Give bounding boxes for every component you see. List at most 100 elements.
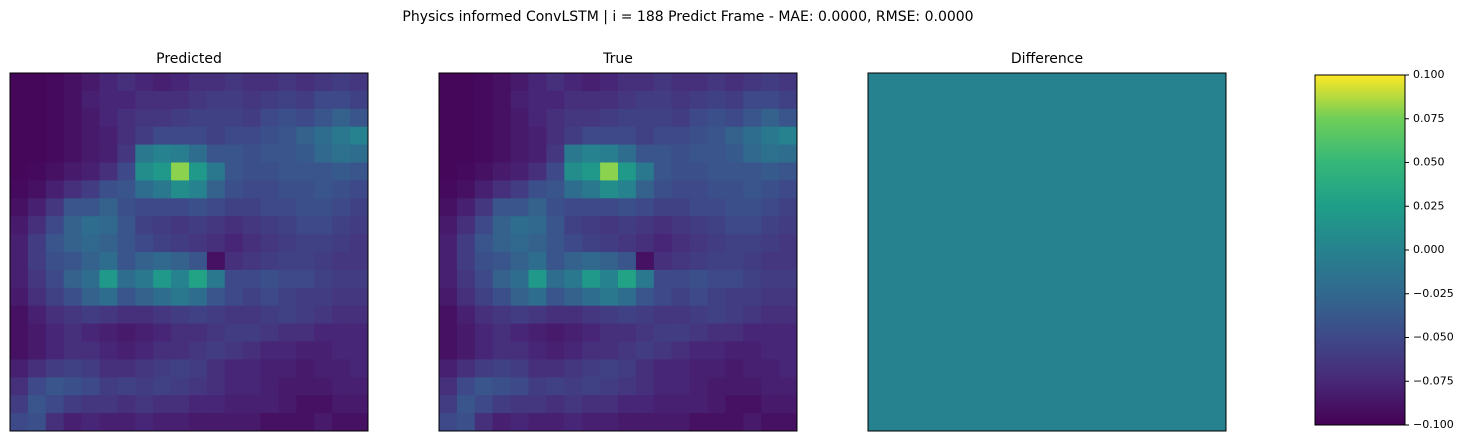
heatmap-cell — [957, 108, 976, 128]
heatmap-cell — [474, 73, 494, 92]
heatmap-cell — [725, 377, 744, 396]
heatmap-cell — [1190, 162, 1209, 181]
heatmap-cell — [743, 162, 762, 181]
heatmap-cell — [135, 269, 154, 289]
heatmap-cell — [1064, 162, 1084, 181]
heatmap-cell — [1154, 162, 1173, 181]
heatmap-cell — [725, 305, 744, 325]
heatmap-cell — [474, 108, 494, 128]
heatmap-cell — [1029, 341, 1048, 360]
heatmap-cell — [635, 359, 655, 378]
heatmap-cell — [117, 108, 136, 128]
heatmap-cell — [975, 73, 994, 92]
heatmap-cell — [224, 90, 244, 110]
heatmap-cell — [1011, 73, 1030, 92]
heatmap-cell — [939, 198, 958, 217]
heatmap-cell — [546, 413, 565, 432]
heatmap-cell — [314, 269, 333, 289]
heatmap-cell — [224, 108, 244, 128]
heatmap-cell — [885, 73, 905, 92]
heatmap-cell — [206, 198, 226, 217]
heatmap-cell — [492, 198, 512, 217]
heatmap-cell — [314, 252, 333, 271]
heatmap-cell — [1154, 144, 1173, 163]
heatmap-cell — [957, 252, 976, 271]
heatmap-cell — [1082, 269, 1102, 289]
heatmap-cell — [510, 305, 529, 325]
heatmap-cell — [564, 323, 583, 342]
heatmap-cell — [1100, 341, 1120, 360]
colorbar-tick-label: −0.025 — [1413, 287, 1454, 300]
heatmap-cell — [153, 108, 172, 128]
heatmap-cell — [1011, 269, 1030, 289]
heatmap-cell — [153, 377, 172, 396]
heatmap-cell — [975, 162, 994, 181]
heatmap-cell — [635, 144, 655, 163]
heatmap-cell — [707, 413, 726, 432]
heatmap-cell — [278, 108, 297, 128]
heatmap-cell — [1064, 287, 1084, 307]
heatmap-cell — [135, 144, 154, 163]
heatmap-cell — [1082, 162, 1102, 181]
heatmap-cell — [1100, 144, 1120, 163]
heatmap-cell — [975, 234, 994, 253]
heatmap-cell — [707, 90, 726, 110]
heatmap-cell — [1064, 395, 1084, 414]
heatmap-cell — [761, 287, 780, 307]
heatmap-cell — [725, 126, 744, 146]
heatmap-cell — [993, 252, 1012, 271]
heatmap-cell — [582, 305, 601, 325]
heatmap-cell — [242, 234, 262, 253]
heatmap-cell — [582, 377, 601, 396]
heatmap-cell — [671, 198, 691, 217]
heatmap-cell — [1172, 413, 1191, 432]
heatmap-cell — [1208, 269, 1227, 289]
heatmap-cell — [921, 269, 941, 289]
heatmap-cell — [600, 305, 619, 325]
heatmap-cell — [582, 180, 601, 199]
heatmap-cell — [189, 395, 208, 414]
heatmap-cell — [1208, 341, 1227, 360]
heatmap-cell — [45, 305, 65, 325]
heatmap-cell — [27, 269, 47, 289]
heatmap-cell — [206, 359, 226, 378]
heatmap-cell — [332, 252, 351, 271]
heatmap-cell — [564, 90, 583, 110]
heatmap-cell — [314, 305, 333, 325]
heatmap-cell — [296, 198, 315, 217]
heatmap-cell — [171, 108, 190, 128]
heatmap-cell — [27, 198, 47, 217]
heatmap-cell — [278, 377, 297, 396]
heatmap-cell — [1208, 305, 1227, 325]
heatmap-cell — [117, 180, 136, 199]
heatmap-cell — [81, 198, 100, 217]
heatmap-cell — [1118, 269, 1137, 289]
heatmap-cell — [921, 144, 941, 163]
heatmap-cell — [939, 323, 958, 342]
heatmap-cell — [618, 162, 637, 181]
heatmap-cell — [27, 395, 47, 414]
heatmap-cell — [1064, 73, 1084, 92]
heatmap-cell — [885, 234, 905, 253]
heatmap-cell — [1047, 126, 1066, 146]
heatmap-cell — [725, 73, 744, 92]
heatmap-cell — [653, 413, 673, 432]
heatmap-cell — [671, 395, 691, 414]
heatmap-cell — [135, 234, 154, 253]
heatmap-cell — [242, 305, 262, 325]
heatmap-cell — [1029, 108, 1048, 128]
heatmap-cell — [510, 216, 529, 235]
heatmap-cell — [761, 216, 780, 235]
heatmap-cell — [957, 216, 976, 235]
heatmap-cell — [528, 73, 547, 92]
heatmap-cell — [600, 359, 619, 378]
heatmap-cell — [957, 413, 976, 432]
heatmap-cell — [135, 413, 154, 432]
heatmap-cell — [439, 252, 458, 271]
heatmap-cell — [171, 252, 190, 271]
heatmap-cell — [779, 180, 798, 199]
panel-frame — [9, 72, 369, 432]
heatmap-cell — [564, 287, 583, 307]
heatmap-cell — [618, 180, 637, 199]
heatmap-cell — [885, 287, 905, 307]
